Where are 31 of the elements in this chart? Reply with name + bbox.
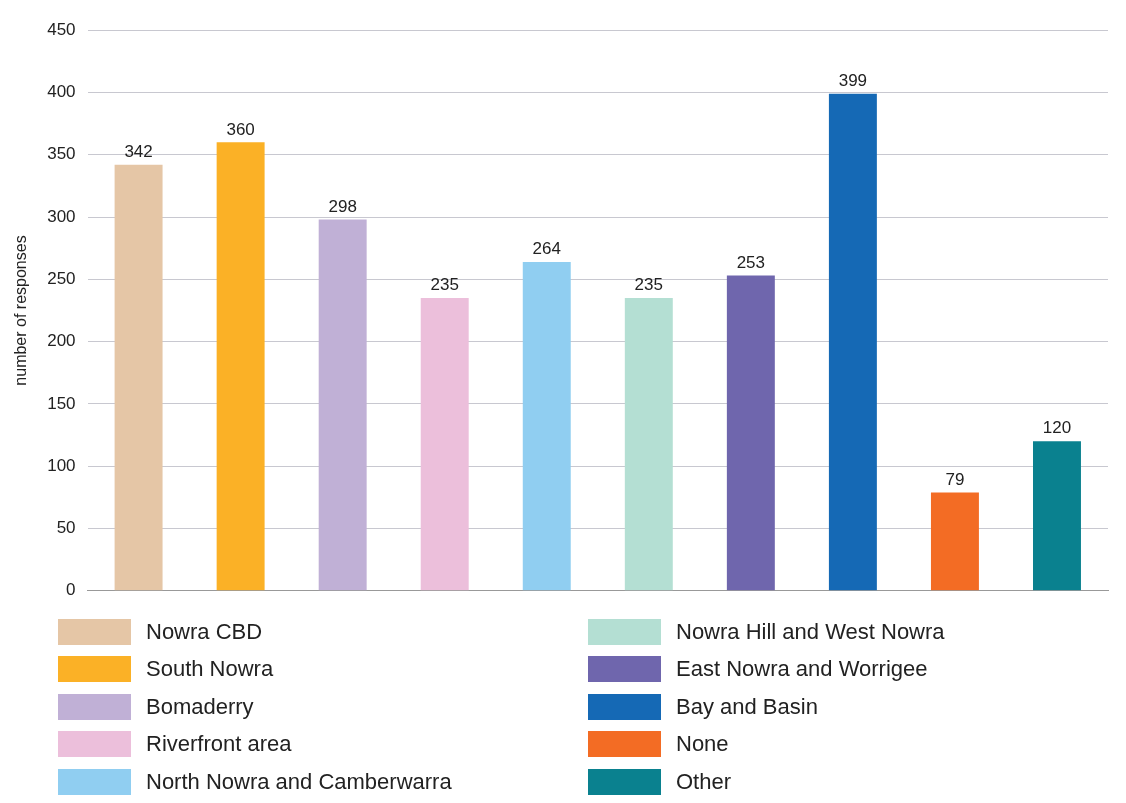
legend-label: Riverfront area bbox=[146, 731, 292, 758]
y-tick-label: 100 bbox=[47, 455, 76, 475]
y-tick-label: 450 bbox=[47, 19, 76, 39]
data-label: 235 bbox=[430, 275, 459, 295]
y-tick-label: 200 bbox=[47, 331, 76, 351]
data-label: 253 bbox=[736, 252, 766, 272]
data-label: 120 bbox=[1042, 418, 1072, 438]
y-tick-label: 250 bbox=[47, 269, 76, 289]
y-tick-label: 50 bbox=[56, 518, 76, 538]
data-label: 342 bbox=[124, 141, 153, 161]
legend-label: Bomaderry bbox=[146, 693, 254, 720]
y-axis-title: number of responses bbox=[12, 235, 30, 386]
legend-label: None bbox=[676, 731, 729, 758]
data-label: 360 bbox=[226, 119, 255, 139]
data-label: 298 bbox=[328, 196, 357, 216]
legend-label: Nowra CBD bbox=[146, 618, 263, 645]
y-tick-label: 300 bbox=[47, 206, 76, 226]
data-label: 235 bbox=[634, 275, 663, 295]
data-label: 264 bbox=[532, 239, 561, 259]
data-label: 399 bbox=[838, 70, 868, 90]
y-tick-label: 400 bbox=[47, 82, 76, 102]
legend-label: East Nowra and Worrigee bbox=[676, 656, 928, 683]
y-tick-label: 0 bbox=[66, 580, 76, 600]
legend-label: Bay and Basin bbox=[676, 693, 818, 720]
y-tick-label: 350 bbox=[47, 144, 76, 164]
legend-label: Other bbox=[676, 768, 732, 795]
y-tick-label: 150 bbox=[47, 393, 76, 413]
legend-label: Nowra Hill and West Nowra bbox=[676, 618, 945, 645]
data-label: 79 bbox=[945, 469, 965, 489]
legend-label: South Nowra bbox=[146, 656, 274, 683]
legend-label: North Nowra and Camberwarra bbox=[146, 768, 452, 795]
